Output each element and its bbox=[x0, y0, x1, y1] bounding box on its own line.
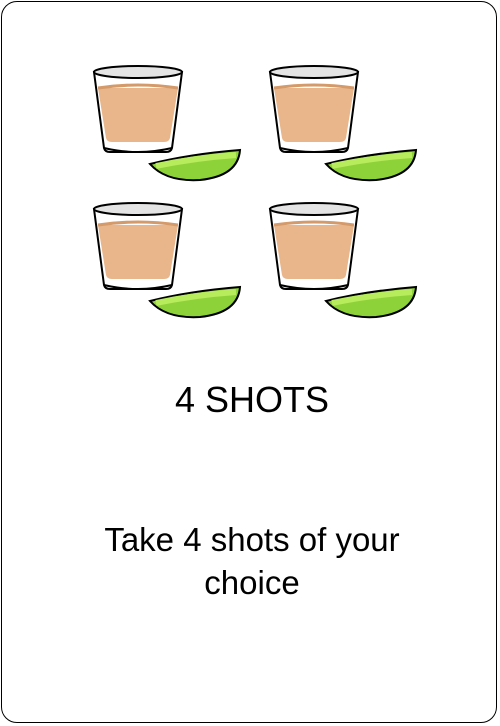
lime-wedge-icon bbox=[324, 148, 418, 182]
card-title: 4 SHOTS bbox=[174, 379, 330, 420]
card-instruction: Take 4 shots of your choice bbox=[104, 521, 400, 601]
shot-glass-icon bbox=[92, 65, 184, 153]
shot-glass-icon bbox=[268, 202, 360, 290]
shot-glass-icon bbox=[268, 65, 360, 153]
shot-glass-icon bbox=[92, 202, 184, 290]
shot-with-lime bbox=[90, 60, 250, 190]
shot-with-lime bbox=[266, 197, 426, 327]
lime-wedge-icon bbox=[148, 148, 242, 182]
lime-wedge-icon bbox=[148, 285, 242, 319]
shot-with-lime bbox=[90, 197, 250, 327]
shots-illustration bbox=[90, 60, 420, 322]
shot-with-lime bbox=[266, 60, 426, 190]
lime-wedge-icon bbox=[324, 285, 418, 319]
